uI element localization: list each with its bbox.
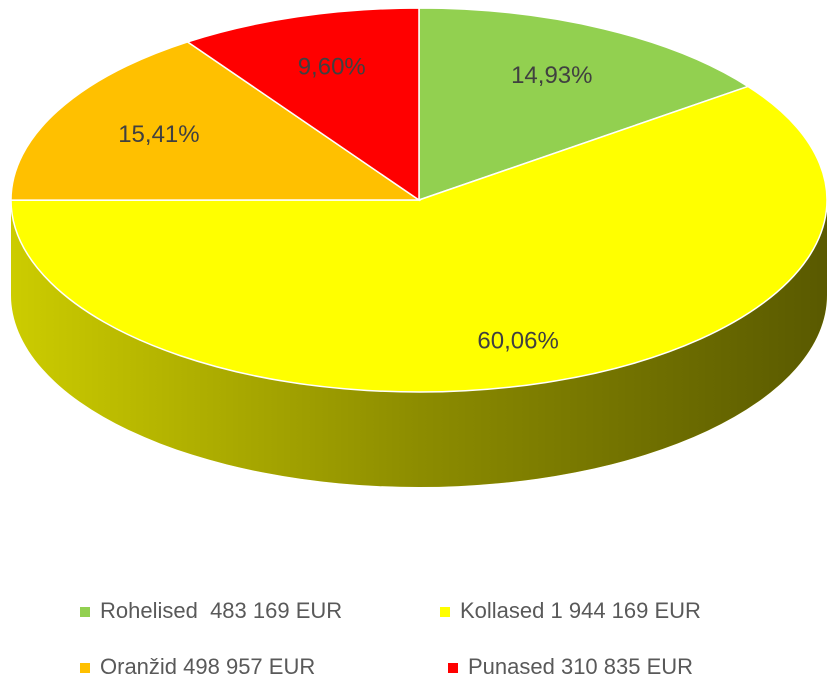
- pie-slice: [10, 85, 828, 393]
- data-label: 60,06%: [477, 328, 558, 355]
- legend-label: Oranžid 498 957 EUR: [100, 654, 315, 679]
- data-label: 15,41%: [118, 121, 199, 148]
- legend-swatch: [440, 607, 450, 617]
- pie-slice: [418, 7, 750, 202]
- legend-swatch: [80, 607, 90, 617]
- legend-label: Punased 310 835 EUR: [468, 654, 693, 679]
- data-label: 14,93%: [511, 62, 592, 89]
- pie-slice: [185, 7, 420, 202]
- legend-label: Kollased 1 944 169 EUR: [460, 598, 701, 623]
- legend-swatch: [448, 663, 458, 673]
- legend-label: Rohelised 483 169 EUR: [100, 598, 342, 623]
- pie-side-shade: [11, 200, 828, 487]
- data-label: 9,60%: [298, 53, 366, 80]
- pie-slice: [10, 41, 422, 201]
- legend-swatch: [80, 663, 90, 673]
